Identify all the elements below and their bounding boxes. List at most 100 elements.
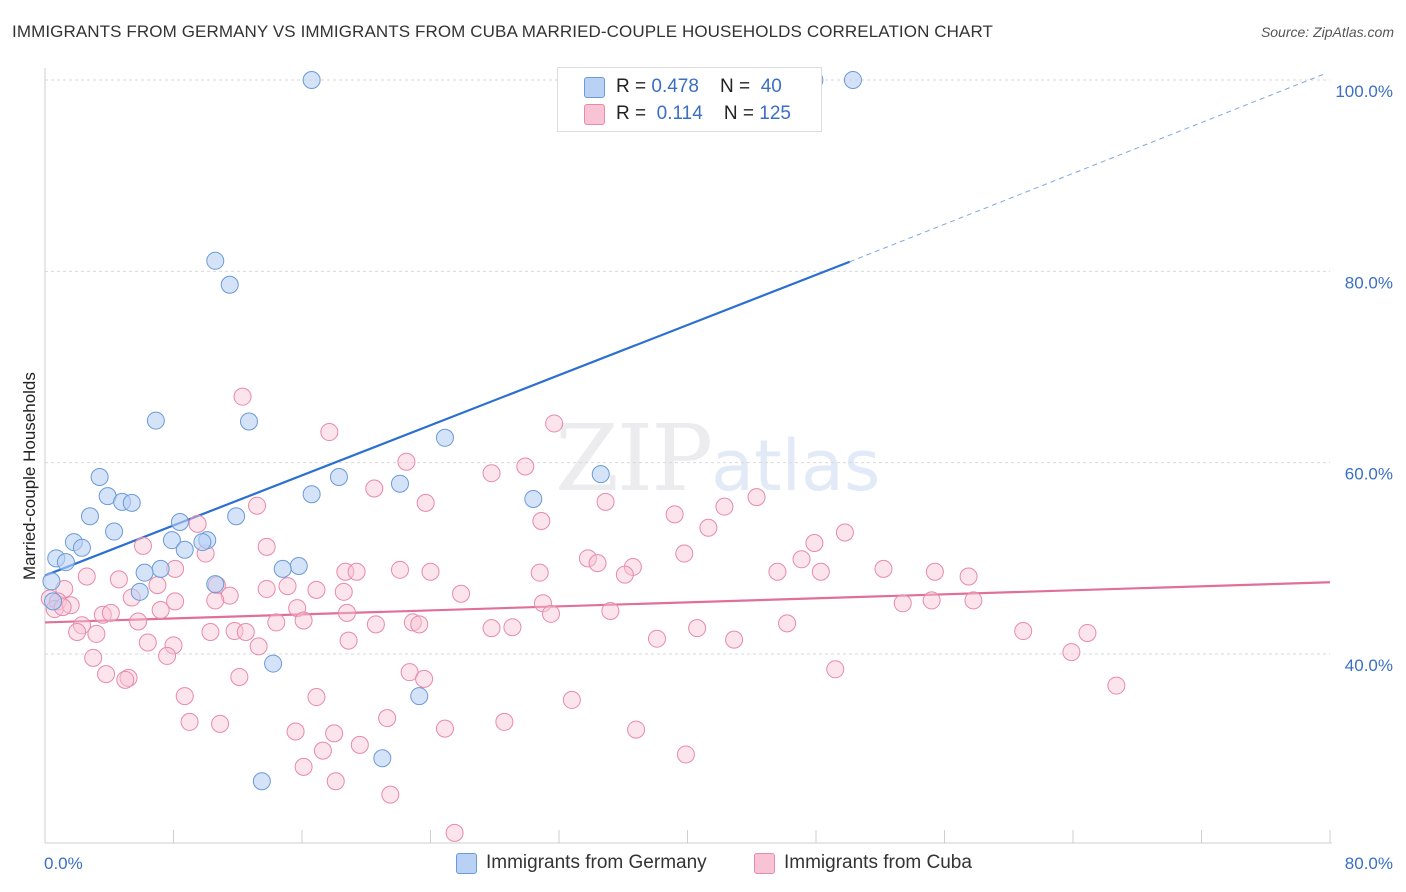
cuba-point <box>148 576 167 595</box>
germany-point <box>122 493 141 512</box>
cuba-point <box>588 554 607 573</box>
legend-text-cuba: R = 0.114 N = 125 <box>616 103 791 125</box>
cuba-point <box>615 565 634 584</box>
germany-point <box>90 468 109 487</box>
cuba-point <box>532 512 551 531</box>
germany-point <box>843 71 862 89</box>
legend-r-value: 0.478 <box>651 76 699 97</box>
stats-legend: R = 0.478 N = 40 R = 0.114 N = 125 <box>557 67 822 132</box>
germany-point <box>390 474 409 493</box>
cuba-point <box>365 479 384 498</box>
cuba-point <box>339 631 358 650</box>
cuba-point <box>350 735 369 754</box>
cuba-point <box>675 544 694 563</box>
cuba-point <box>307 688 326 707</box>
legend-n-label: N = <box>723 103 760 124</box>
cuba-point <box>326 772 345 791</box>
cuba-point <box>347 562 366 581</box>
cuba-point <box>390 560 409 579</box>
watermark: ZIPatlas <box>555 405 880 512</box>
cuba-point <box>313 741 332 760</box>
y-tick-label: 40.0% <box>1345 656 1393 675</box>
cuba-point <box>257 579 276 598</box>
cuba-point <box>278 577 297 596</box>
cuba-point <box>267 613 286 632</box>
cuba-point <box>325 724 344 743</box>
cuba-point <box>835 523 854 542</box>
germany-point <box>80 507 99 526</box>
cuba-point <box>562 690 581 709</box>
germany-point <box>252 772 271 791</box>
cuba-point <box>503 618 522 637</box>
cuba-point <box>129 612 148 631</box>
cuba-point <box>1062 643 1081 662</box>
cuba-point <box>286 722 305 741</box>
cuba-point <box>381 785 400 804</box>
cuba-point <box>452 584 471 603</box>
germany-point <box>227 507 246 526</box>
cuba-point <box>601 601 620 620</box>
cuba-point <box>334 582 353 601</box>
germany-point <box>56 553 75 572</box>
cuba-point <box>294 757 313 776</box>
cuba-point <box>87 624 106 643</box>
y-tick-label: 60.0% <box>1345 465 1393 484</box>
germany-point <box>524 490 543 509</box>
cuba-point <box>893 594 912 613</box>
cuba-point <box>482 619 501 638</box>
legend-text-germany: R = 0.478 N = 40 <box>616 76 782 98</box>
cuba-point <box>415 669 434 688</box>
cuba-point <box>294 611 313 630</box>
cuba-point <box>516 457 535 476</box>
trend-lines <box>44 73 1331 624</box>
legend-swatch-cuba <box>584 104 605 125</box>
germany-point <box>162 531 181 550</box>
cuba-point <box>647 629 666 648</box>
cuba-point <box>337 603 356 622</box>
source-credit: Source: ZipAtlas.com <box>1260 24 1394 40</box>
cuba-points <box>40 387 1126 842</box>
cuba-point <box>922 591 941 610</box>
cuba-point <box>482 464 501 483</box>
cuba-point <box>403 613 422 632</box>
bottom-label-germany: Immigrants from Germany <box>486 852 707 873</box>
germany-point <box>151 559 170 578</box>
cuba-point <box>964 591 983 610</box>
y-tick-label: 100.0% <box>1335 82 1393 101</box>
cuba-trend-line <box>44 581 1331 624</box>
cuba-point <box>578 549 597 568</box>
germany-point <box>206 575 225 594</box>
cuba-point <box>811 562 830 581</box>
cuba-point <box>138 633 157 652</box>
cuba-point <box>180 712 199 731</box>
cuba-point <box>166 592 185 611</box>
cuba-point <box>545 414 564 433</box>
gridlines <box>45 79 1330 655</box>
cuba-point <box>1078 623 1097 642</box>
cuba-point <box>792 550 811 569</box>
germany-trend-line <box>44 260 851 577</box>
legend-r-value: 0.114 <box>656 103 703 124</box>
germany-point <box>302 71 321 89</box>
cuba-point <box>416 493 435 512</box>
cuba-point <box>236 622 255 641</box>
cuba-point <box>688 619 707 638</box>
germany-point <box>591 465 610 484</box>
cuba-point <box>109 570 128 589</box>
cuba-point <box>805 534 824 553</box>
cuba-point <box>119 668 138 687</box>
cuba-point <box>206 591 225 610</box>
chart-title: IMMIGRANTS FROM GERMANY VS IMMIGRANTS FR… <box>12 22 994 41</box>
cuba-point <box>188 514 207 533</box>
germany-point <box>44 592 63 611</box>
cuba-point <box>116 670 135 689</box>
cuba-point <box>307 580 326 599</box>
cuba-point <box>320 423 339 442</box>
germany-point <box>170 512 189 531</box>
germany-point <box>206 251 225 270</box>
y-tick-label: 80.0% <box>1345 273 1393 292</box>
tick-labels: 40.0% 60.0% 80.0% 100.0% 0.0% 80.0% <box>44 82 1393 873</box>
legend-n-label: N = <box>720 76 756 97</box>
cuba-point <box>1107 676 1126 695</box>
